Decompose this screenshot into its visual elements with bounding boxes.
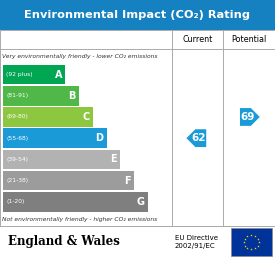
Text: Not environmentally friendly - higher CO₂ emissions: Not environmentally friendly - higher CO… [2, 216, 158, 222]
Text: (1-20): (1-20) [6, 199, 24, 204]
Text: 69: 69 [240, 112, 255, 122]
Text: G: G [136, 197, 145, 207]
Text: Current: Current [182, 35, 212, 44]
Bar [3, 128, 107, 148]
Bar [3, 86, 79, 106]
Text: B: B [68, 91, 76, 101]
Polygon shape [240, 108, 260, 126]
Text: Very environmentally friendly - lower CO₂ emissions: Very environmentally friendly - lower CO… [2, 54, 158, 59]
Bar [0, 30, 275, 226]
Polygon shape [186, 129, 206, 147]
Text: (92 plus): (92 plus) [6, 72, 33, 77]
Text: (21-38): (21-38) [6, 178, 28, 183]
Text: A: A [54, 70, 62, 79]
Text: C: C [82, 112, 90, 122]
Text: EU Directive
2002/91/EC: EU Directive 2002/91/EC [175, 235, 218, 249]
Text: England & Wales: England & Wales [8, 235, 120, 248]
Bar [3, 192, 148, 212]
Text: F: F [124, 175, 131, 186]
Text: (69-80): (69-80) [6, 115, 28, 119]
Text: Potential: Potential [231, 35, 266, 44]
Bar [3, 150, 120, 169]
Bar [3, 107, 93, 127]
Text: Environmental Impact (CO₂) Rating: Environmental Impact (CO₂) Rating [24, 10, 251, 20]
Bar [3, 171, 134, 190]
Text: (39-54): (39-54) [6, 157, 28, 162]
Text: (81-91): (81-91) [6, 93, 28, 98]
Bar [231, 228, 272, 256]
Text: E: E [110, 154, 117, 164]
Text: 62: 62 [191, 133, 206, 143]
Bar [3, 65, 65, 84]
Bar [0, 0, 275, 30]
Text: (55-68): (55-68) [6, 136, 28, 141]
Text: D: D [95, 133, 103, 143]
